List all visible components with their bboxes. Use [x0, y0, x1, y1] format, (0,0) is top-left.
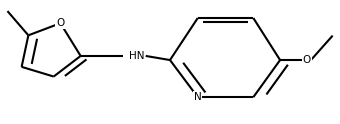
Text: O: O	[303, 55, 311, 65]
Text: O: O	[56, 18, 65, 28]
Text: HN: HN	[129, 51, 144, 61]
Text: HN: HN	[129, 51, 144, 61]
Text: N: N	[194, 92, 202, 102]
